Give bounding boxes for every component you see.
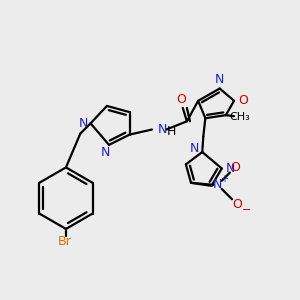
Text: N: N <box>225 162 235 175</box>
Text: O: O <box>238 94 248 107</box>
Text: +: + <box>220 174 228 184</box>
Text: N: N <box>158 123 167 136</box>
Text: O: O <box>232 198 242 211</box>
Text: N: N <box>189 142 199 155</box>
Text: O: O <box>176 93 186 106</box>
Text: H: H <box>167 125 176 138</box>
Text: −: − <box>242 206 251 215</box>
Text: N: N <box>215 73 224 86</box>
Text: N: N <box>101 146 111 158</box>
Text: CH₃: CH₃ <box>230 112 250 122</box>
Text: Br: Br <box>58 235 72 248</box>
Text: N: N <box>213 178 222 191</box>
Text: N: N <box>79 117 88 130</box>
Text: O: O <box>230 161 240 174</box>
